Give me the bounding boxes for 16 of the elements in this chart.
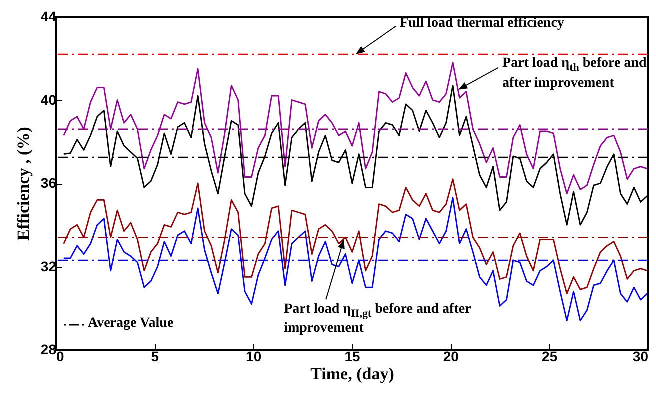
y-tick-label: 28	[40, 342, 57, 358]
x-tick-label: 15	[344, 348, 360, 364]
annotation: Full load thermal efficiency	[400, 16, 566, 32]
annotation: Part load η$_{II,gt}$ before and after improvement	[284, 302, 472, 338]
x-tick-label: 5	[151, 348, 160, 364]
annotation: Average Value	[88, 316, 175, 332]
y-tick-label: 44	[40, 8, 57, 24]
x-tick-label: 30	[632, 348, 649, 364]
y-axis-title: Efficiency , (%)	[14, 127, 33, 241]
y-tick-label: 32	[40, 258, 57, 274]
x-tick-label: 20	[443, 348, 460, 364]
x-axis-title: Time, (day)	[310, 364, 394, 384]
x-tick-label: 10	[246, 348, 262, 364]
x-tick-label: 0	[56, 348, 64, 364]
x-tick-label: 25	[542, 348, 558, 364]
annotation: Part load η$_{th}$ before and after improvement	[502, 56, 648, 92]
